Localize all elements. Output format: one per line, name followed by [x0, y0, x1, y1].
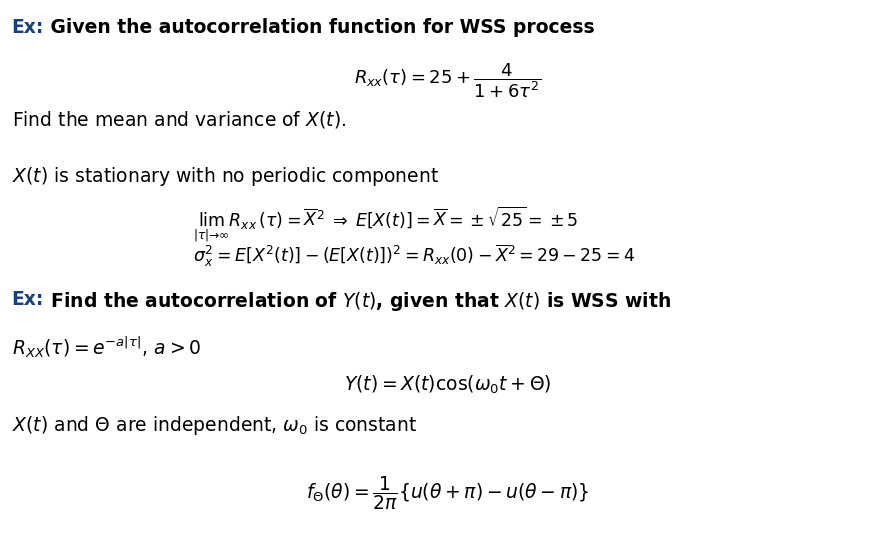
Text: Find the autocorrelation of $Y(t)$, given that $X(t)$ is WSS with: Find the autocorrelation of $Y(t)$, give…	[44, 290, 671, 314]
Text: $X(t)$ is stationary with no periodic component: $X(t)$ is stationary with no periodic co…	[12, 165, 439, 188]
Text: Ex:: Ex:	[12, 290, 44, 310]
Text: $X(t)$ and $\Theta$ are independent, $\omega_0$ is constant: $X(t)$ and $\Theta$ are independent, $\o…	[12, 414, 417, 437]
Text: Find the mean and variance of $X(t)$.: Find the mean and variance of $X(t)$.	[12, 109, 346, 130]
Text: $f_\Theta(\theta) = \dfrac{1}{2\pi}\{u(\theta+\pi)-u(\theta-\pi)\}$: $f_\Theta(\theta) = \dfrac{1}{2\pi}\{u(\…	[306, 474, 590, 512]
Text: $R_{xx}(\tau) = 25+\dfrac{4}{1+6\tau^2}$: $R_{xx}(\tau) = 25+\dfrac{4}{1+6\tau^2}$	[355, 62, 541, 100]
Text: $R_{XX}(\tau) = e^{-a|\tau|},\, a>0$: $R_{XX}(\tau) = e^{-a|\tau|},\, a>0$	[12, 334, 201, 360]
Text: $\lim_{|\tau|\to\infty} R_{xx}(\tau) = \overline{X}^{2} \;\Rightarrow\; E[X(t)] : $\lim_{|\tau|\to\infty} R_{xx}(\tau) = \…	[193, 205, 578, 244]
Text: $Y(t) = X(t)\cos(\omega_0 t+\Theta)$: $Y(t) = X(t)\cos(\omega_0 t+\Theta)$	[344, 374, 552, 397]
Text: Ex:: Ex:	[12, 18, 44, 37]
Text: Given the autocorrelation function for WSS process: Given the autocorrelation function for W…	[44, 18, 595, 37]
Text: $\sigma_x^2 = E[X^2(t)]-(E[X(t)])^2 = R_{xx}(0)-\overline{X}^2 = 29-25 = 4$: $\sigma_x^2 = E[X^2(t)]-(E[X(t)])^2 = R_…	[193, 243, 635, 270]
